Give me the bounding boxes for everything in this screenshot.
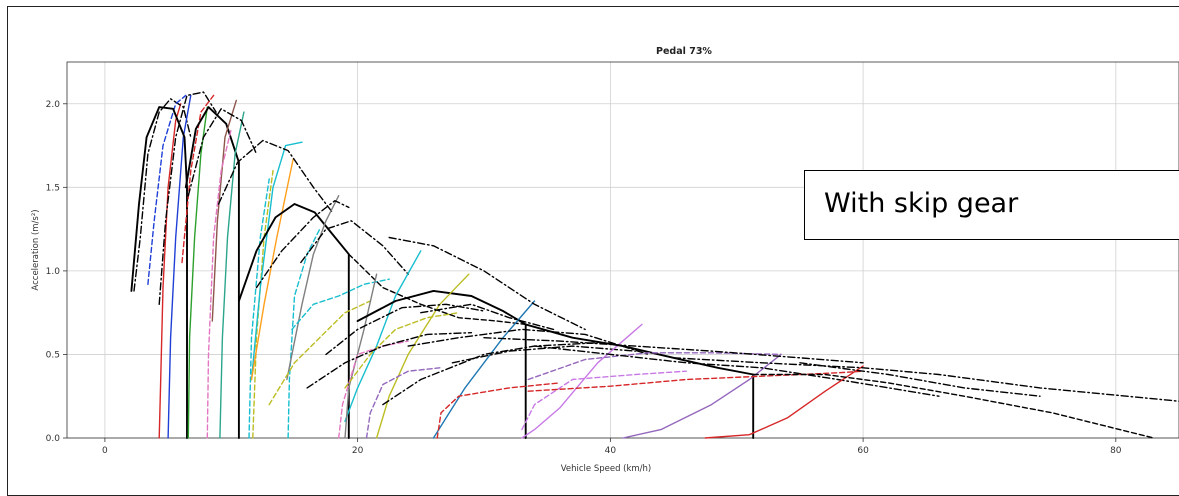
series-line-53 — [800, 363, 1040, 396]
series-line-38 — [421, 304, 554, 329]
y-tick-label: 0.0 — [46, 434, 61, 444]
grid — [67, 62, 1179, 438]
series-line-37 — [389, 238, 585, 330]
series-line-47 — [484, 338, 863, 363]
y-tick-label: 2.0 — [46, 100, 61, 110]
series-line-43 — [522, 371, 686, 429]
series-line-19 — [288, 229, 320, 438]
series-line-20 — [287, 196, 339, 380]
x-tick-label: 60 — [857, 446, 869, 456]
series-line-18 — [239, 204, 349, 438]
series-line-39 — [383, 343, 598, 405]
x-tick-label: 40 — [605, 446, 617, 456]
series-line-51 — [753, 375, 1153, 439]
series-line-4 — [131, 107, 187, 438]
series-line-31 — [367, 368, 440, 438]
series-line-34 — [307, 333, 471, 388]
series-group — [131, 92, 1179, 438]
y-tick-label: 1.5 — [46, 183, 60, 193]
x-ticks: 0 20 40 60 80 — [102, 438, 1122, 456]
x-tick-label: 20 — [352, 446, 364, 456]
series-line-25 — [349, 254, 526, 324]
series-line-50 — [705, 366, 863, 438]
series-line-42 — [522, 324, 642, 438]
series-line-26 — [345, 251, 421, 421]
y-tick-label: 1.0 — [46, 267, 61, 277]
chart-title: Pedal 73% — [656, 46, 712, 57]
series-line-23 — [269, 301, 370, 405]
annotation-box: With skip gear — [804, 170, 1179, 240]
y-tick-label: 0.5 — [46, 350, 60, 360]
series-line-36 — [437, 383, 560, 438]
x-axis-label: Vehicle Speed (km/h) — [561, 464, 652, 474]
series-line-22 — [301, 221, 408, 274]
series-line-29 — [377, 274, 469, 438]
y-ticks: 0.0 0.5 1.0 1.5 2.0 — [46, 100, 67, 444]
x-tick-label: 80 — [1110, 446, 1122, 456]
x-tick-label: 0 — [102, 446, 108, 456]
plot-area — [67, 62, 1179, 438]
series-line-10 — [207, 129, 231, 438]
annotation-text: With skip gear — [824, 188, 1018, 219]
y-axis-label: Acceleration (m/s²) — [31, 209, 41, 290]
